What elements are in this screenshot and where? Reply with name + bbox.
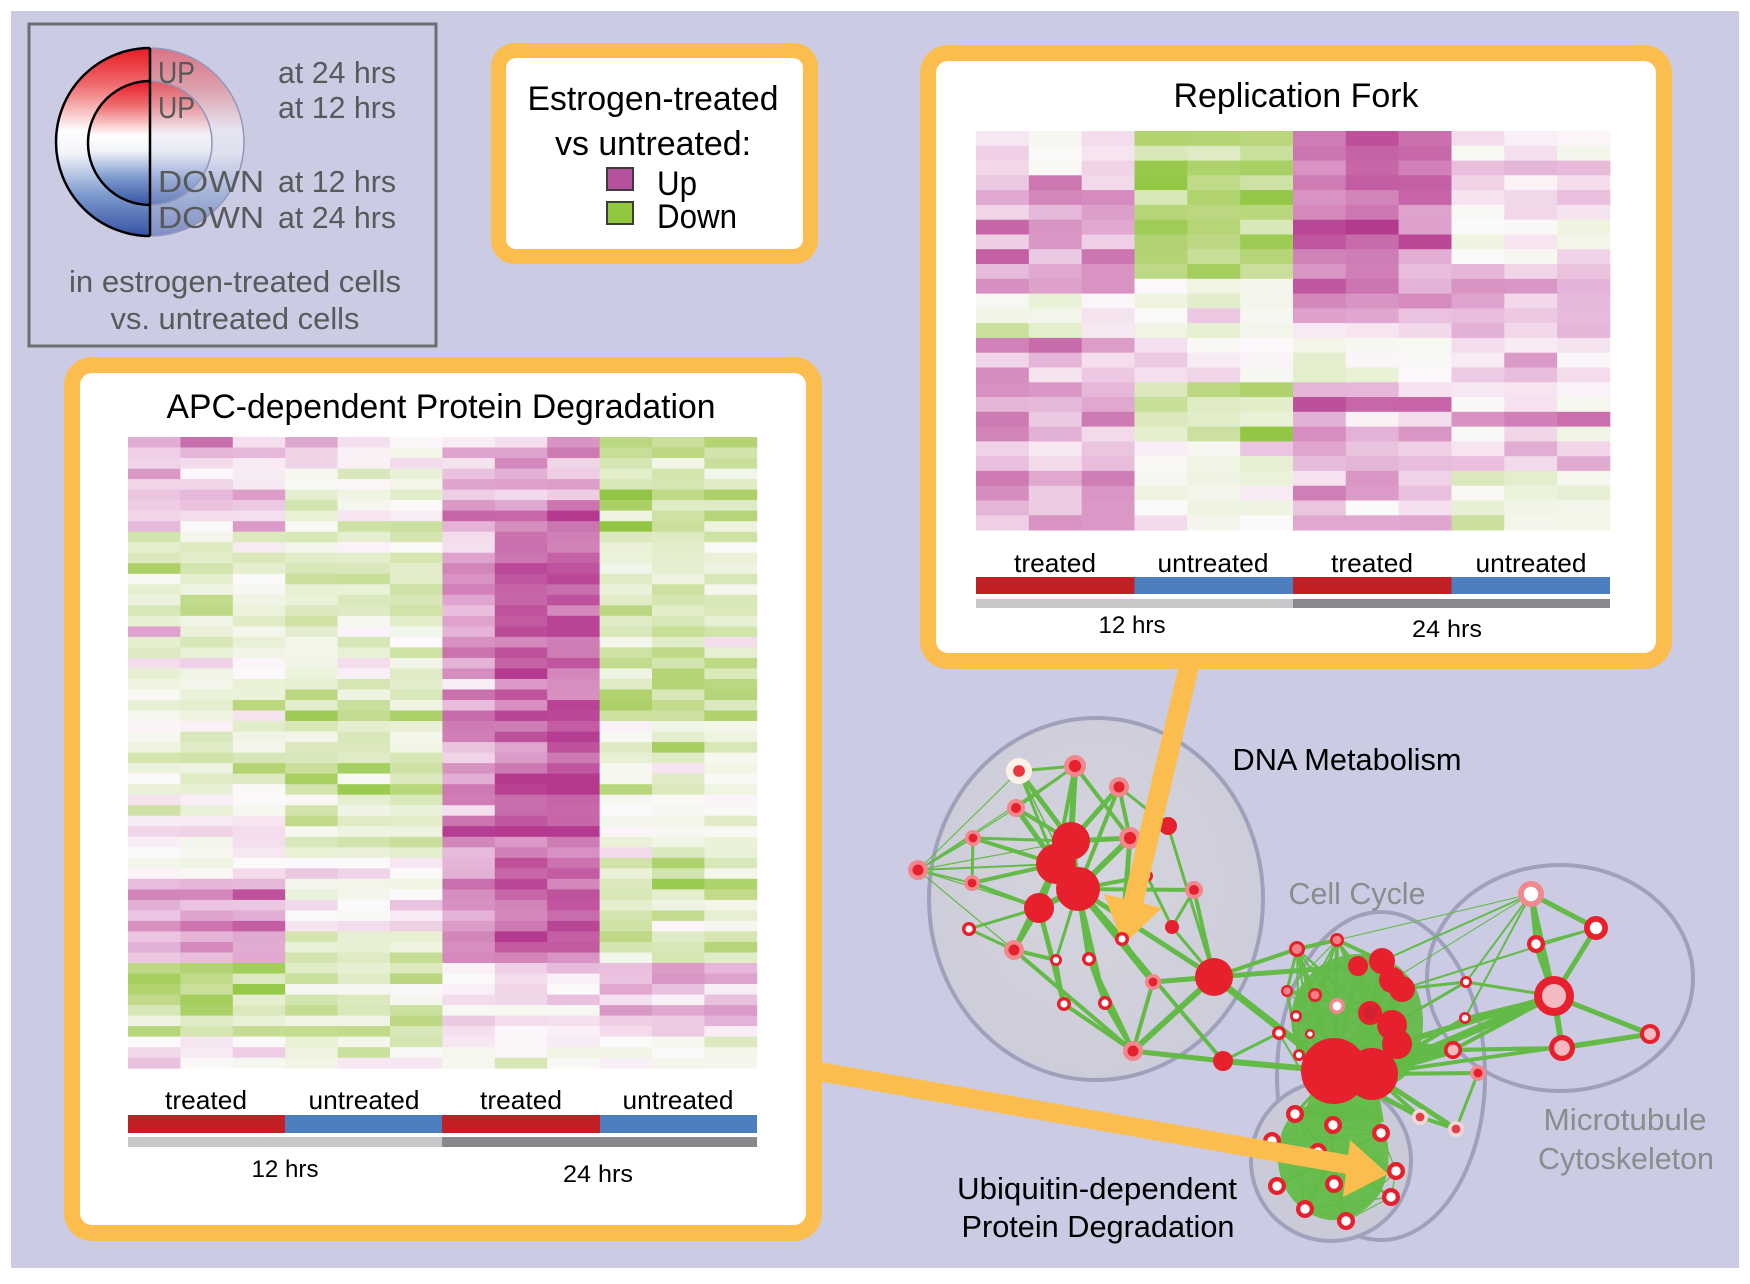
svg-text:12 hrs: 12 hrs xyxy=(1099,612,1166,639)
svg-text:treated: treated xyxy=(480,1085,562,1115)
svg-text:at 24 hrs: at 24 hrs xyxy=(278,55,396,90)
svg-text:Replication Fork: Replication Fork xyxy=(1174,77,1420,115)
svg-text:treated: treated xyxy=(1331,548,1413,578)
svg-text:at 12 hrs: at 12 hrs xyxy=(278,90,396,125)
svg-text:untreated: untreated xyxy=(309,1085,420,1115)
svg-text:Cytoskeleton: Cytoskeleton xyxy=(1538,1141,1714,1176)
svg-text:untreated: untreated xyxy=(1158,548,1269,578)
svg-text:treated: treated xyxy=(1014,548,1096,578)
svg-text:24 hrs: 24 hrs xyxy=(563,1161,633,1188)
svg-text:at 24 hrs: at 24 hrs xyxy=(278,200,396,235)
svg-text:UP: UP xyxy=(158,55,195,90)
svg-text:at 12 hrs: at 12 hrs xyxy=(278,164,396,199)
svg-text:Protein Degradation: Protein Degradation xyxy=(962,1209,1235,1244)
svg-text:Cell Cycle: Cell Cycle xyxy=(1289,876,1426,911)
svg-text:DOWN: DOWN xyxy=(158,164,264,199)
svg-text:Estrogen-treated: Estrogen-treated xyxy=(528,80,779,118)
svg-text:Up: Up xyxy=(657,165,697,203)
svg-text:UP: UP xyxy=(158,90,195,125)
svg-text:untreated: untreated xyxy=(1476,548,1587,578)
svg-text:untreated: untreated xyxy=(623,1085,734,1115)
svg-text:vs untreated:: vs untreated: xyxy=(555,125,751,163)
svg-text:APC-dependent Protein Degradat: APC-dependent Protein Degradation xyxy=(167,388,716,426)
svg-text:12 hrs: 12 hrs xyxy=(252,1156,319,1183)
svg-text:24 hrs: 24 hrs xyxy=(1412,616,1482,643)
svg-text:Down: Down xyxy=(657,198,737,236)
svg-text:DOWN: DOWN xyxy=(158,200,264,235)
svg-text:vs. untreated cells: vs. untreated cells xyxy=(111,301,360,336)
svg-text:treated: treated xyxy=(165,1085,247,1115)
svg-text:in estrogen-treated cells: in estrogen-treated cells xyxy=(69,264,401,299)
svg-text:Microtubule: Microtubule xyxy=(1544,1102,1707,1137)
svg-text:Ubiquitin-dependent: Ubiquitin-dependent xyxy=(957,1171,1237,1206)
svg-text:DNA Metabolism: DNA Metabolism xyxy=(1233,742,1462,777)
